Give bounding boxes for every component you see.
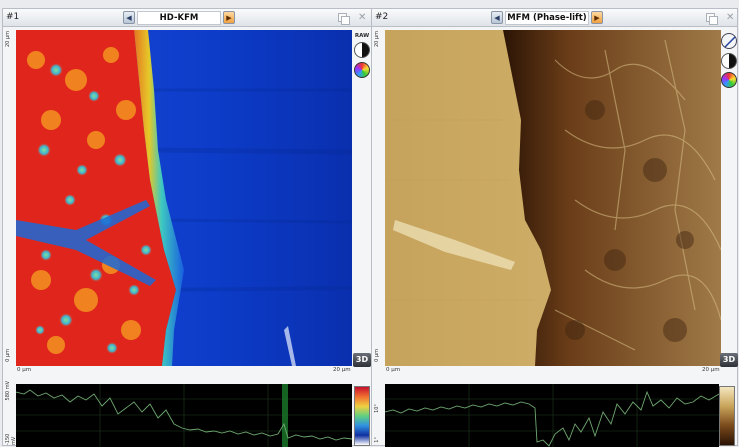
- y-axis-top-label: 20 µm: [5, 31, 11, 48]
- x-axis-end-label: 20 µm: [333, 367, 351, 373]
- contrast-icon[interactable]: [721, 53, 737, 69]
- x-axis-start-label: 0 µm: [17, 367, 32, 373]
- kfm-line-profile[interactable]: [16, 384, 352, 447]
- mfm-scan-image[interactable]: [385, 30, 721, 366]
- right-arrow-icon[interactable]: ▶: [223, 11, 235, 24]
- left-arrow-icon[interactable]: ◀: [123, 11, 135, 24]
- panel-hd-kfm: #1 ◀ HD-KFM ▶ ✕ 20 µm 0 µm: [2, 8, 372, 447]
- y-axis-top-label: 20 µm: [374, 31, 380, 48]
- y-axis-bottom-label: 0 µm: [5, 349, 11, 362]
- palette-icon[interactable]: [721, 72, 737, 88]
- palette-icon[interactable]: [354, 62, 370, 78]
- mfm-colorbar[interactable]: [719, 386, 735, 446]
- profile-axis-top-label: 10°: [374, 404, 380, 413]
- profile-axis-bottom-label: 1°: [374, 437, 380, 443]
- panel-mfm: #2 ◀ MFM (Phase-lift) ▶ ✕ 20 µm 0 µm: [371, 8, 738, 447]
- close-icon[interactable]: ✕: [726, 12, 735, 23]
- line-profile-icon[interactable]: [721, 33, 737, 49]
- copy-icon[interactable]: [338, 13, 350, 25]
- panel-titlebar: #1 ◀ HD-KFM ▶ ✕: [3, 9, 371, 27]
- profile-axis-top-label: 580 mV: [5, 381, 11, 401]
- panel-number: #1: [6, 12, 20, 22]
- close-icon[interactable]: ✕: [358, 12, 367, 23]
- panel-title: HD-KFM: [137, 11, 221, 25]
- x-axis-start-label: 0 µm: [386, 367, 401, 373]
- panel-title: MFM (Phase-lift): [505, 11, 589, 25]
- right-arrow-icon[interactable]: ▶: [591, 11, 603, 24]
- x-axis-end-label: 20 µm: [702, 367, 720, 373]
- view-3d-button[interactable]: 3D: [720, 353, 738, 367]
- mfm-line-profile[interactable]: [385, 384, 719, 447]
- raw-button[interactable]: RAW: [354, 33, 370, 39]
- y-axis-bottom-label: 0 µm: [374, 349, 380, 362]
- left-arrow-icon[interactable]: ◀: [491, 11, 503, 24]
- panel-titlebar: #2 ◀ MFM (Phase-lift) ▶ ✕: [372, 9, 737, 27]
- contrast-icon[interactable]: [354, 42, 370, 58]
- view-3d-button[interactable]: 3D: [353, 353, 371, 367]
- panel-number: #2: [375, 12, 389, 22]
- copy-icon[interactable]: [706, 13, 718, 25]
- kfm-colorbar[interactable]: [354, 386, 370, 446]
- kfm-scan-image[interactable]: [16, 30, 352, 366]
